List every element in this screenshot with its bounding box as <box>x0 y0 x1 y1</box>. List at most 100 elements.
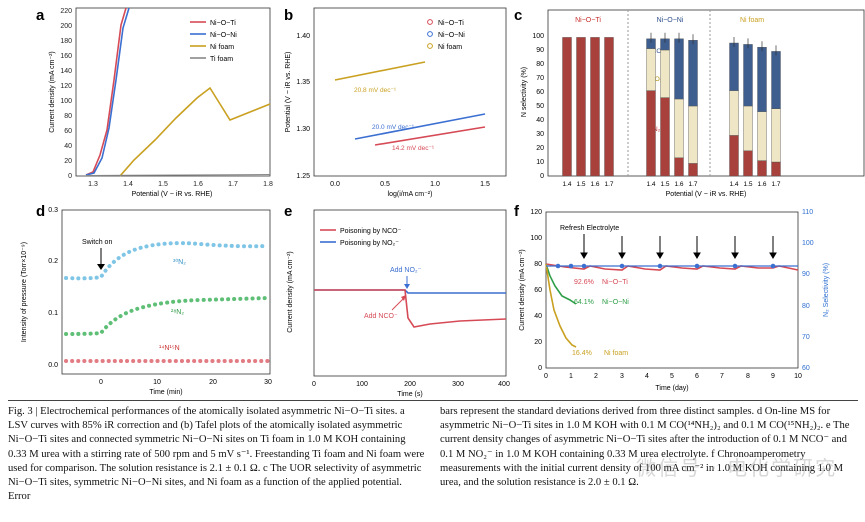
c-xtick: 1.7 <box>604 181 613 188</box>
c-seg-label: NO₂⁻ <box>650 76 666 83</box>
a-ytick: 160 <box>60 53 72 60</box>
arrow-down-icon <box>693 252 701 259</box>
f-ytick: 100 <box>530 235 542 242</box>
a-curve-nioni <box>85 7 130 176</box>
e-xtick: 400 <box>498 381 510 388</box>
panel-e-letter: e <box>284 203 292 220</box>
a-legend-item: Ti foam <box>210 56 233 63</box>
d-label-28n2: ²⁸N₂ <box>171 309 184 316</box>
b-xtick: 0.5 <box>380 181 390 188</box>
a-legend-item: Ni foam <box>210 44 234 51</box>
f-ytick: 40 <box>534 313 542 320</box>
panel-c: c 0 10 20 30 40 50 60 70 80 90 100 N sel… <box>510 0 865 200</box>
panel-c-letter: c <box>514 7 522 24</box>
c-bar-n2 <box>771 161 781 177</box>
b-slope-nifoam: 20.8 mV dec⁻¹ <box>354 87 397 94</box>
a-curve-nifoam <box>119 86 271 177</box>
f-ylabel-right: N₂ Selectivity (%) <box>823 263 830 317</box>
c-ytick: 10 <box>536 159 544 166</box>
f-xtick: 4 <box>645 373 649 380</box>
c-ytick: 90 <box>536 47 544 54</box>
c-bar-no2 <box>771 108 781 163</box>
arrow-down-icon <box>404 284 410 289</box>
a-ytick: 180 <box>60 38 72 45</box>
a-xlabel: Potential (V − iR vs. RHE) <box>132 191 213 198</box>
a-legend: Ni−O−Ti Ni−O−Ni Ni foam Ti foam <box>190 20 237 63</box>
c-ytick: 30 <box>536 131 544 138</box>
panel-d-frame <box>61 209 271 375</box>
c-group-label: Ni foam <box>740 17 764 24</box>
c-bar-no2 <box>660 49 670 98</box>
d-series-30n2 <box>64 241 270 281</box>
e-legend: Poisoning by NCO⁻ Poisoning by NO₂⁻ <box>320 228 402 247</box>
c-xtick: 1.6 <box>757 181 766 188</box>
panel-a-frame <box>75 7 271 177</box>
d-ytick: 0.1 <box>48 310 58 317</box>
panel-f-svg: f 0 20 40 60 80 100 120 60 70 80 90 100 … <box>514 203 830 392</box>
f-ytick: 80 <box>534 261 542 268</box>
panel-c-svg: c 0 10 20 30 40 50 60 70 80 90 100 N sel… <box>514 7 865 198</box>
f-xtick: 5 <box>670 373 674 380</box>
f-xtick: 8 <box>746 373 750 380</box>
a-ytick: 40 <box>64 143 72 150</box>
panel-d-svg: d 0.0 0.1 0.2 0.3 0 10 20 30 Time (min) … <box>21 203 272 396</box>
panel-f-letter: f <box>514 203 520 220</box>
a-xtick: 1.5 <box>158 181 168 188</box>
f-label-nioti: Ni−O−Ti <box>602 279 628 286</box>
f-ytick: 120 <box>530 209 542 216</box>
arrow-down-icon <box>731 252 739 259</box>
b-legend-item: Ni−O−Ni <box>438 32 465 39</box>
b-fit-nifoam <box>334 61 426 81</box>
b-legend-item: Ni−O−Ti <box>438 20 464 27</box>
a-xtick: 1.7 <box>228 181 238 188</box>
c-bar-nco <box>757 47 767 112</box>
f-ytick-right: 90 <box>802 271 810 278</box>
d-ytick: 0.2 <box>48 258 58 265</box>
b-ytick: 1.40 <box>296 33 310 40</box>
arrow-down-icon <box>97 264 105 270</box>
f-refresh: Refresh Electrolyte <box>560 225 619 232</box>
c-bar-no2 <box>674 98 684 158</box>
f-ytick-right: 100 <box>802 240 814 247</box>
b-xtick: 1.5 <box>480 181 490 188</box>
f-ylabel: Current density (mA cm⁻²) <box>519 249 526 331</box>
c-ytick: 70 <box>536 75 544 82</box>
c-xlabel: Potential (V − iR vs. RHE) <box>666 191 747 198</box>
a-ytick: 220 <box>60 8 72 15</box>
c-ytick: 80 <box>536 61 544 68</box>
panel-b: b 1.25 1.30 1.35 1.40 0.0 0.5 1.0 1.5 lo… <box>280 0 510 200</box>
a-ylabel: Current density (mA cm⁻²) <box>49 51 56 133</box>
d-xtick: 20 <box>209 379 217 386</box>
c-xtick: 1.5 <box>743 181 752 188</box>
c-bar-nco <box>729 42 739 91</box>
e-xtick: 300 <box>452 381 464 388</box>
d-xtick: 0 <box>99 379 103 386</box>
f-line-nioni <box>545 263 577 305</box>
b-slope-nioni: 20.0 mV dec⁻¹ <box>372 124 415 131</box>
panel-b-svg: b 1.25 1.30 1.35 1.40 0.0 0.5 1.0 1.5 lo… <box>284 7 507 198</box>
panel-d-letter: d <box>36 203 45 220</box>
b-fit-nioni <box>354 113 486 140</box>
c-ytick: 40 <box>536 117 544 124</box>
d-xlabel: Time (min) <box>149 389 182 396</box>
c-bar-n2 <box>743 150 753 177</box>
caption-divider <box>8 400 858 401</box>
b-legend: Ni−O−Ti Ni−O−Ni Ni foam <box>427 19 465 51</box>
f-xtick: 3 <box>620 373 624 380</box>
e-xtick: 0 <box>312 381 316 388</box>
f-ytick-right: 110 <box>802 209 813 216</box>
c-bar-n2 <box>674 157 684 177</box>
f-label-pct-nifoam: 16.4% <box>572 350 592 357</box>
c-bar-nco <box>771 51 781 110</box>
b-ytick: 1.30 <box>296 126 310 133</box>
f-ytick-right: 80 <box>802 303 810 310</box>
c-bar-no2 <box>757 111 767 161</box>
panel-a: a 0 20 40 60 80 100 120 140 160 180 200 … <box>0 0 280 200</box>
f-ytick-right: 60 <box>802 365 810 372</box>
a-curve-nioti <box>85 7 127 176</box>
f-selectivity-markers <box>555 263 776 269</box>
f-xlabel: Time (day) <box>655 385 688 392</box>
a-xtick: 1.3 <box>88 181 98 188</box>
a-ytick: 200 <box>60 23 72 30</box>
f-ytick: 0 <box>538 365 542 372</box>
